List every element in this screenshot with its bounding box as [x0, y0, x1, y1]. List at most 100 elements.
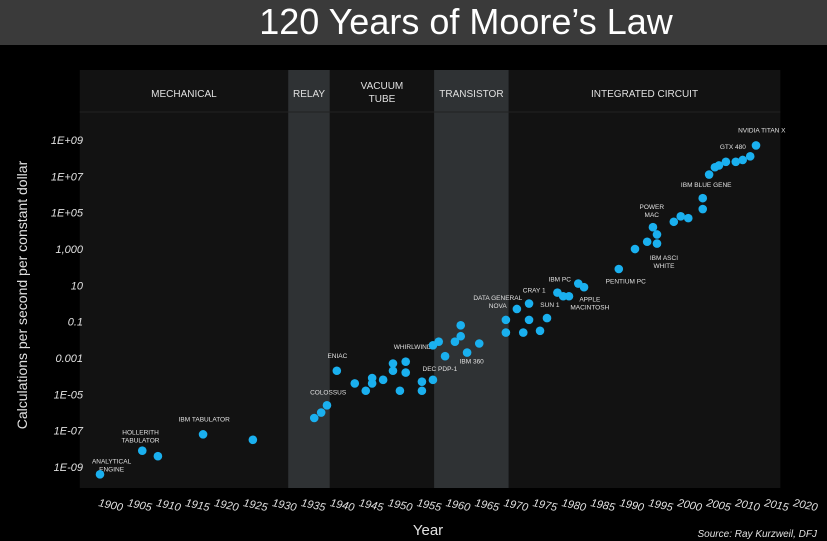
- data-point: [714, 161, 724, 170]
- data-point: [683, 213, 693, 223]
- data-point: [698, 204, 708, 214]
- data-point: [417, 386, 427, 396]
- data-point: [535, 326, 545, 336]
- y-tick-label: 1E+09: [51, 135, 83, 147]
- era-band: [329, 70, 435, 488]
- era-label: MECHANICAL: [151, 89, 217, 100]
- data-point: [512, 304, 522, 314]
- data-point: [524, 299, 534, 308]
- era-band: [79, 70, 289, 488]
- data-point: [401, 357, 411, 366]
- x-tick-label: 1975: [532, 497, 559, 514]
- data-point: [751, 141, 761, 150]
- data-point: [95, 470, 105, 479]
- data-point: [669, 217, 679, 227]
- data-point: [428, 375, 438, 385]
- y-tick-label: 0.001: [55, 353, 83, 365]
- annotation-label: COLOSSUS: [310, 389, 347, 396]
- annotation-label: POWER MAC: [640, 204, 665, 219]
- x-tick-label: 1930: [271, 497, 298, 514]
- data-point: [564, 291, 574, 301]
- data-point: [652, 230, 662, 239]
- x-axis-label: Year: [413, 522, 443, 539]
- annotation-label: IBM 360: [460, 358, 485, 365]
- data-point: [542, 313, 552, 323]
- data-point: [332, 366, 342, 376]
- data-point: [361, 386, 371, 396]
- era-band: [434, 70, 509, 488]
- x-tick-label: 1985: [590, 497, 617, 514]
- x-tick-label: 2020: [791, 497, 819, 514]
- data-point: [630, 244, 640, 254]
- data-point: [462, 348, 472, 357]
- y-tick-label: 10: [71, 280, 84, 292]
- data-point: [676, 212, 686, 221]
- x-tick-label: 1945: [358, 497, 385, 514]
- data-point: [450, 337, 460, 346]
- data-point: [642, 237, 652, 247]
- annotation-label: DATA GENERAL NOVA: [473, 295, 522, 310]
- x-tick-label: 1955: [416, 497, 443, 514]
- data-point: [456, 321, 466, 330]
- data-point: [614, 264, 624, 274]
- data-point: [378, 375, 388, 385]
- data-point: [524, 315, 534, 325]
- x-tick-label: 1990: [618, 497, 645, 514]
- data-point: [401, 368, 411, 377]
- source-note: Source: Ray Kurzweil, DFJ: [698, 529, 818, 540]
- annotation-label: IBM TABULATOR: [179, 417, 230, 424]
- annotation-label: WHIRLWIND: [394, 344, 432, 351]
- data-point: [440, 351, 450, 361]
- era-label: INTEGRATED CIRCUIT: [591, 89, 698, 100]
- annotation-label: IBM PC: [549, 277, 572, 284]
- data-point: [350, 379, 360, 388]
- era-label: TRANSISTOR: [439, 89, 503, 100]
- y-axis-label: Calculations per second per constant dol…: [14, 160, 30, 429]
- data-point: [388, 359, 398, 368]
- data-point: [395, 386, 405, 396]
- annotation-label: ENIAC: [327, 353, 347, 360]
- x-tick-label: 1995: [647, 497, 674, 514]
- data-point: [417, 377, 427, 386]
- data-point: [474, 339, 484, 348]
- era-label: RELAY: [293, 89, 325, 100]
- era-band: [288, 70, 330, 488]
- era-label: VACUUM TUBE: [361, 81, 404, 105]
- x-tick-label: 1965: [474, 497, 501, 514]
- annotation-label: PENTIUM PC: [606, 279, 646, 286]
- data-point: [518, 328, 528, 337]
- x-tick-label: 1910: [155, 497, 182, 514]
- annotation-label: HOLLERITH TABULATOR: [122, 429, 160, 444]
- annotation-label: GTX 480: [720, 144, 746, 151]
- x-tick-label: 1905: [126, 497, 153, 514]
- x-tick-label: 1940: [329, 497, 356, 514]
- era-band: [508, 70, 781, 488]
- data-point: [579, 282, 589, 292]
- chart-title: 120 Years of Moore’s Law: [259, 1, 674, 42]
- data-point: [731, 157, 741, 167]
- annotation-label: IBM ASCI WHITE: [650, 255, 678, 270]
- y-tick-label: 0.1: [68, 317, 83, 329]
- x-tick-label: 2010: [733, 497, 761, 514]
- data-point: [198, 430, 208, 439]
- data-point: [322, 400, 332, 410]
- x-tick-label: 1915: [184, 497, 211, 514]
- annotation-label: IBM BLUE GENE: [681, 182, 732, 189]
- y-tick-label: 1,000: [55, 244, 83, 256]
- y-tick-label: 1E+05: [51, 208, 84, 220]
- data-point: [501, 315, 511, 325]
- annotation-label: DEC PDP-1: [423, 366, 458, 373]
- y-tick-label: 1E+07: [51, 171, 84, 183]
- x-tick-label: 1970: [503, 497, 530, 514]
- data-point: [745, 152, 755, 161]
- annotation-label: SUN 1: [540, 302, 560, 309]
- data-point: [652, 239, 662, 248]
- annotation-label: CRAY 1: [523, 288, 546, 295]
- x-tick-label: 1900: [97, 497, 124, 514]
- y-tick-label: 1E-05: [54, 389, 84, 401]
- x-tick-label: 1920: [213, 497, 240, 514]
- y-tick-label: 1E-09: [54, 462, 83, 474]
- data-point: [137, 446, 147, 456]
- data-point: [648, 222, 658, 232]
